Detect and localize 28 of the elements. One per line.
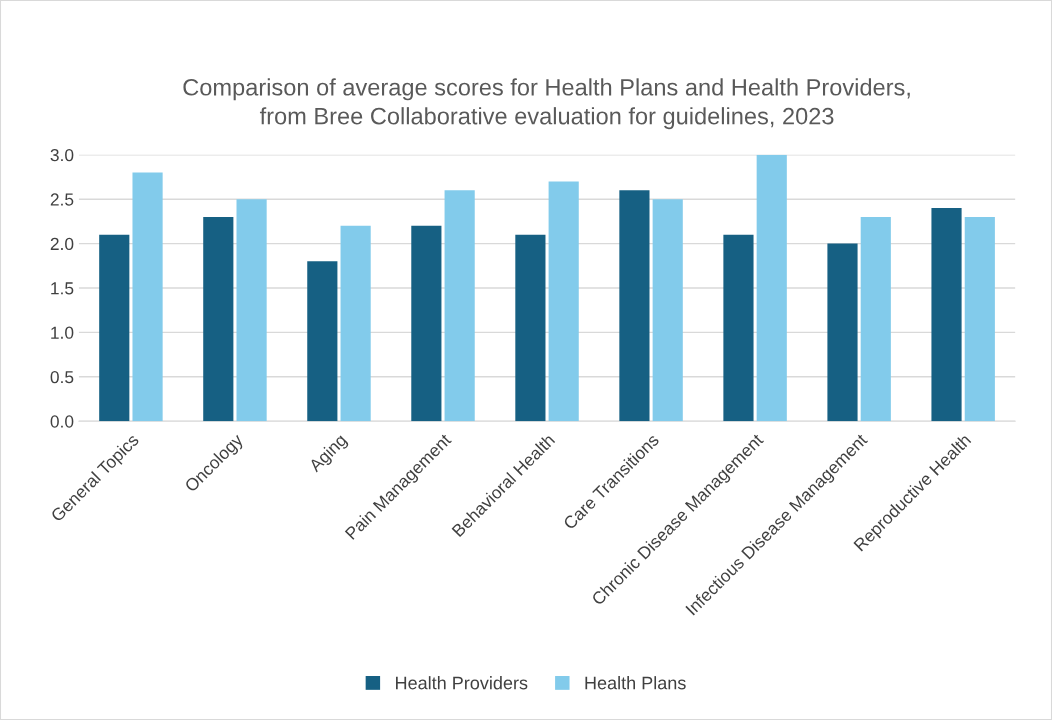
y-tick-label: 0.0: [50, 415, 74, 428]
chart-title: Comparison of average scores for Health Plans and Health Providers, from Bree Collaborative evaluation for guidelines, 2023: [183, 78, 910, 130]
bar: [515, 234, 546, 422]
legend-label: Health Plans: [585, 676, 686, 690]
bar: [756, 154, 787, 422]
bar: [723, 234, 754, 422]
bar: [307, 261, 338, 422]
bar: [860, 216, 891, 422]
y-tick-label: 3.0: [50, 148, 74, 162]
bar: [964, 216, 995, 422]
bar: [411, 225, 442, 422]
y-tick-label: 0.5: [50, 370, 74, 384]
bar: [548, 181, 579, 422]
bar: [827, 243, 858, 422]
bar: [619, 190, 650, 422]
y-tick-label: 2.5: [50, 193, 74, 206]
bar: [203, 216, 234, 422]
bar: [652, 199, 683, 422]
legend-label: Health Providers: [396, 676, 528, 690]
bar: [99, 234, 130, 422]
bar: [444, 190, 475, 422]
bar: [132, 172, 163, 422]
bar: [931, 208, 962, 422]
y-tick-label: 1.0: [51, 326, 74, 339]
y-tick-label: 2.0: [50, 237, 74, 251]
y-tick-label: 1.5: [51, 282, 74, 295]
bar: [236, 199, 267, 422]
bar: [340, 225, 371, 422]
